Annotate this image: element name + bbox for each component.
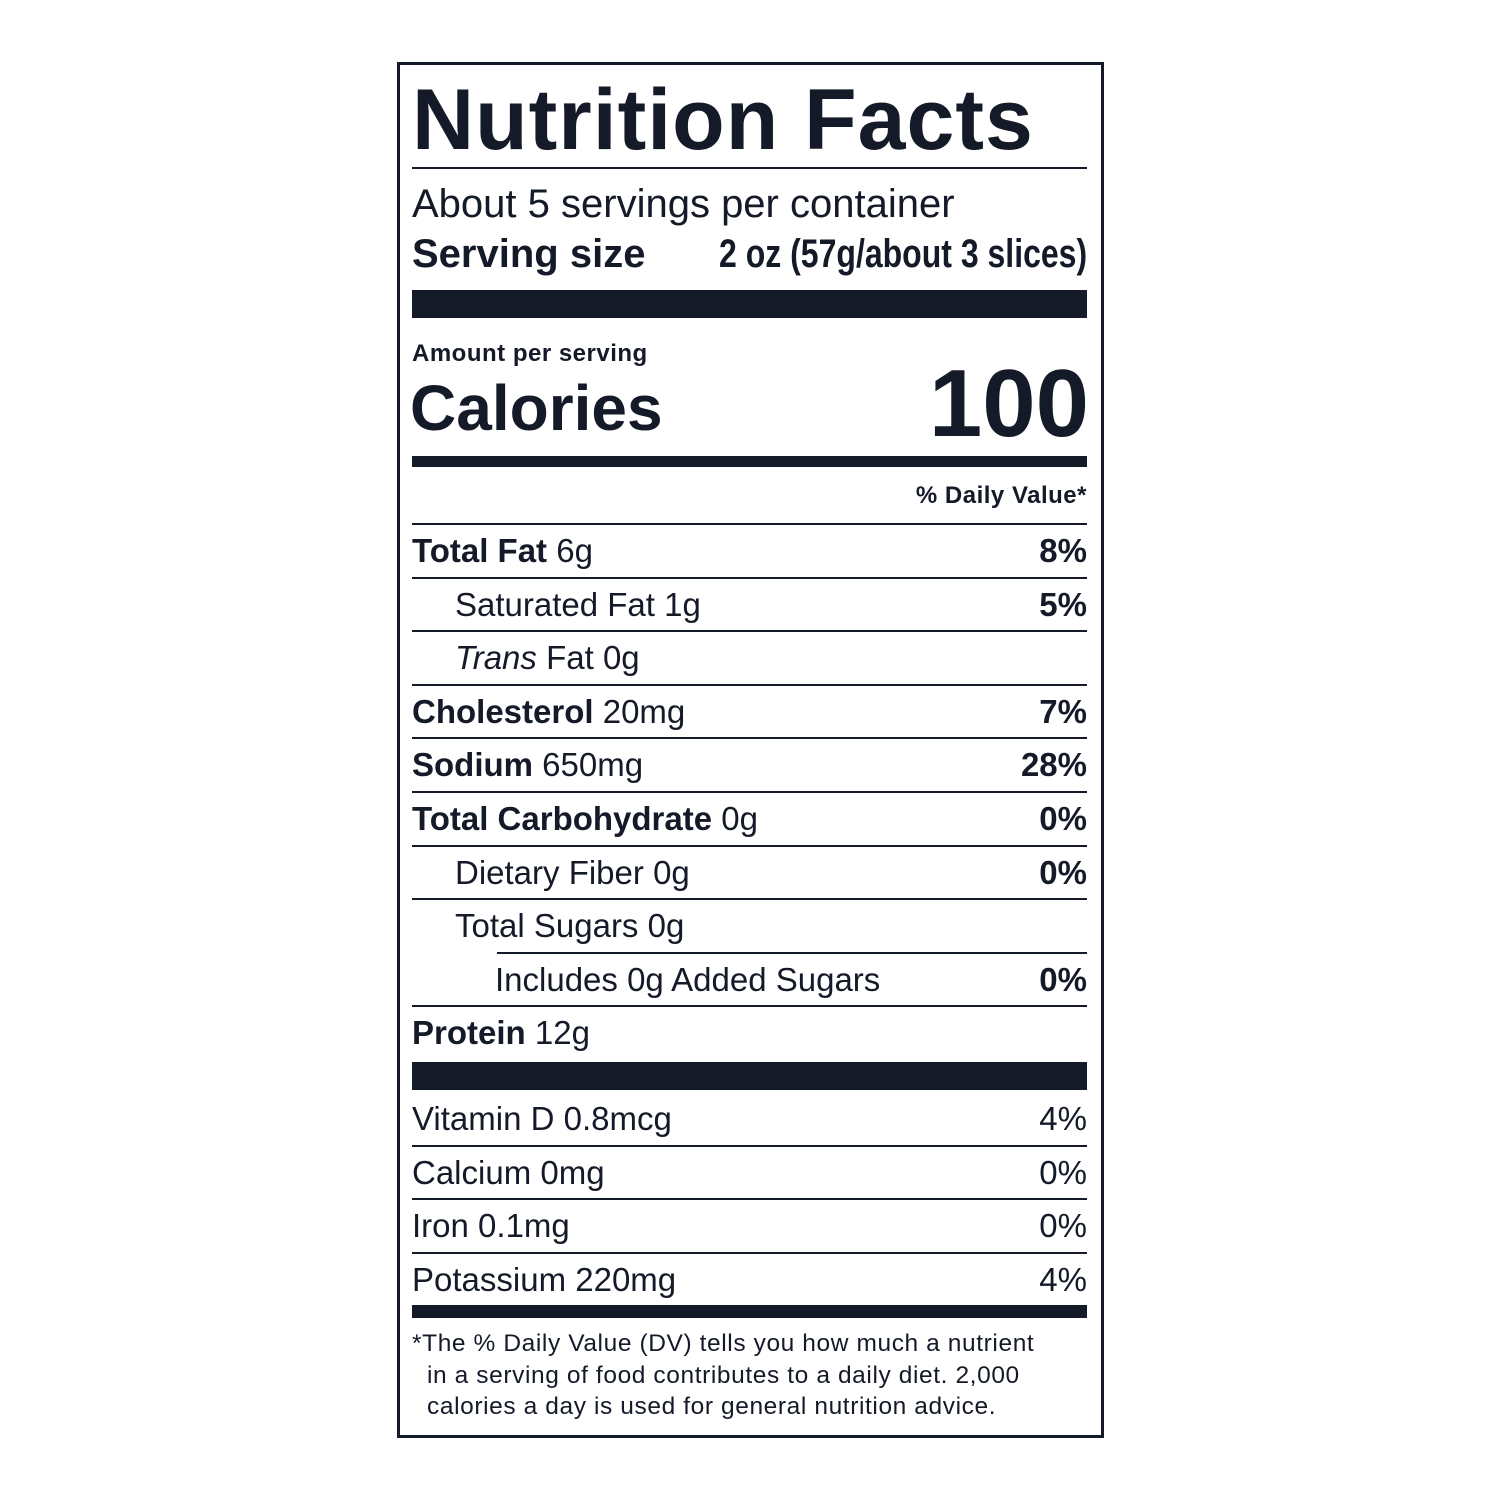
rule [412,1198,1087,1201]
daily-value-heading: % Daily Value* [915,482,1087,509]
nutrient-amount: 0g [602,639,640,677]
daily-value: 0% [1039,853,1087,891]
daily-value: 4% [1039,1260,1087,1298]
bar [412,456,1087,467]
vitamin-name: Potassium [412,1260,567,1298]
daily-value: 28% [1020,746,1087,784]
nutrient-name: Sodium [412,746,533,784]
nutrient-label: Total Fat 6g [412,529,593,573]
nutrient-name: Total Sugars [455,907,639,945]
vitamin-amount: 0.1mg [478,1207,570,1245]
rule [412,167,1087,169]
nutrient-amount: 1g [664,585,701,623]
footnote-line: in a serving of food contributes to a da… [427,1361,1020,1389]
rule [412,1144,1087,1147]
thick-bar [412,1062,1087,1090]
footnote-line: calories a day is used for general nutri… [427,1393,997,1420]
daily-value: 0% [1039,1153,1087,1191]
rule [497,951,1087,954]
calories-value: 100 [928,350,1089,457]
nutrient-label: Saturated Fat 1g [455,583,701,627]
daily-value: 7% [1039,692,1087,730]
nutrient-name: Total Carbohydrate [412,800,713,837]
rule [412,844,1087,847]
rule [412,630,1087,633]
nutrient-name: Saturated Fat [455,585,655,623]
nutrient-amount: 20mg [602,692,686,730]
nutrient-name: Cholesterol [412,692,594,730]
vitamin-name: Iron [412,1207,469,1245]
nutrient-label: Includes 0g Added Sugars [495,958,880,1002]
nutrient-name: Includes 0g Added Sugars [495,960,881,998]
bar [412,1305,1087,1318]
daily-value: 0% [1039,960,1087,998]
vitamin-amount: 0mg [540,1153,605,1191]
nutrient-label: Sodium 650mg [412,743,643,787]
nutrient-label: Protein 12g [412,1011,590,1055]
rule [412,523,1087,525]
serving-size-value: 2 oz (57g/about 3 slices) [718,232,1087,276]
rule [412,683,1087,686]
vitamin-label: Vitamin D 0.8mcg [412,1097,672,1141]
title: Nutrition Facts [412,72,1034,168]
rule [412,737,1087,740]
nutrient-amount: 0g [653,853,690,891]
rule [412,898,1087,901]
daily-value: 0% [1039,800,1087,837]
daily-value: 8% [1039,532,1087,569]
nutrient-label: Trans Fat 0g [455,636,640,680]
nutrient-name: Protein [412,1014,526,1052]
serving-size-label: Serving size [412,232,646,276]
vitamin-amount: 220mg [575,1260,677,1298]
nutrient-label: Total Sugars 0g [455,904,684,948]
footnote-line: *The % Daily Value (DV) tells you how mu… [412,1330,1035,1357]
nutrient-amount: 12g [534,1014,590,1052]
nutrient-label: Cholesterol 20mg [412,690,685,734]
nutrient-name: Trans [455,639,537,677]
nutrient-label: Total Carbohydrate 0g [412,797,758,841]
nutrient-amount: 0g [647,907,685,945]
nutrient-amount: 6g [556,532,593,569]
vitamin-name: Calcium [412,1153,532,1191]
daily-value: 4% [1039,1100,1087,1137]
vitamin-name: Vitamin D [412,1100,555,1137]
nutrient-amount: 0g [721,800,758,837]
vitamin-label: Calcium 0mg [412,1151,605,1195]
label-frame [397,62,1104,1438]
daily-value: 5% [1039,585,1087,623]
rule [412,1005,1087,1008]
servings: About 5 servings per container [412,182,955,226]
vitamin-label: Iron 0.1mg [412,1204,570,1248]
nutrient-amount: 650mg [542,746,644,784]
thick-bar [412,290,1087,318]
nutrient-label: Dietary Fiber 0g [455,851,690,895]
rule [412,1251,1087,1254]
calories-label: Calories [410,372,663,444]
daily-value: 0% [1039,1207,1087,1245]
amount-per-serving: Amount per serving [412,340,648,367]
nutrient-name: Fat [546,639,594,677]
vitamin-label: Potassium 220mg [412,1258,676,1302]
vitamin-amount: 0.8mcg [563,1100,672,1137]
nutrient-name: Total Fat [412,532,548,569]
rule [412,791,1087,793]
nutrient-name: Dietary Fiber [455,853,644,891]
rule [412,576,1087,579]
